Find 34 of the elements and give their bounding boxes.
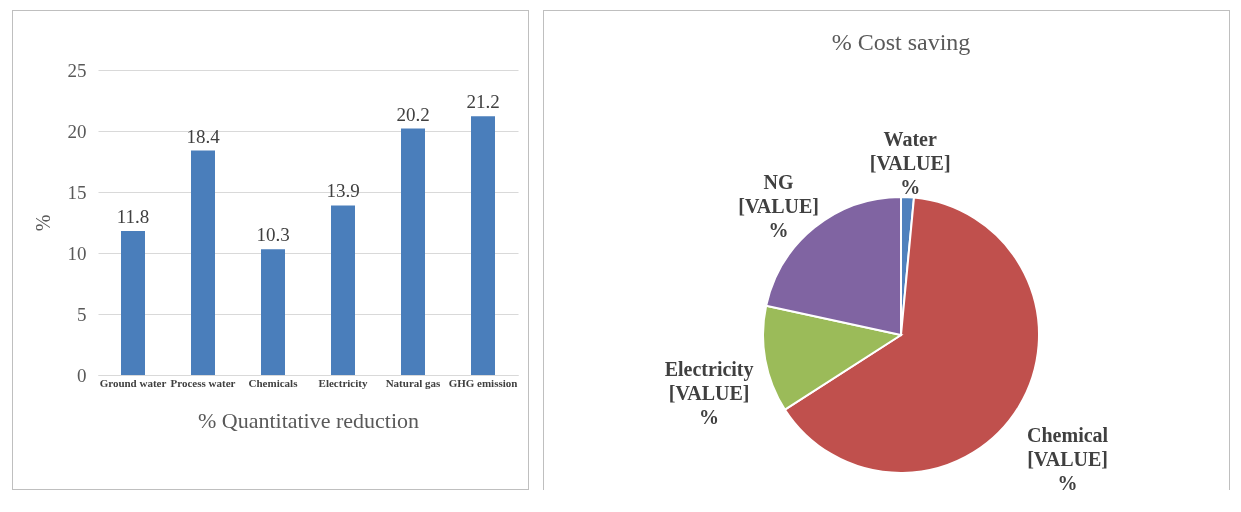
x-tick-label: Chemicals [248,376,299,389]
y-axis-title: % [31,214,54,232]
data-label: [VALUE] % [668,381,750,428]
x-axis-title: % Quantitative reduction [197,407,420,433]
chart-title: % Cost saving [831,29,971,56]
bar [191,150,215,375]
data-label: [VALUE] % [738,195,819,242]
x-tick-label: GHG emission [448,376,518,389]
y-tick-label: 15 [67,181,87,203]
slice-label: Chemical [1027,424,1109,447]
y-tick-label: 20 [67,120,87,142]
y-tick-label: 10 [67,242,87,264]
data-label: 11.8 [116,206,150,228]
x-tick-label: Electricity [318,376,368,389]
data-label: 10.3 [256,224,290,246]
slice-label: NG [763,171,795,194]
x-tick-label: Process water [170,376,236,389]
slice-label: Water [883,128,937,151]
data-label: 18.4 [186,125,221,147]
bar [261,249,285,375]
y-tick-label: 25 [67,59,87,81]
x-tick-label: Ground water [99,376,167,389]
y-tick-label: 5 [77,303,87,325]
bar [121,231,145,375]
data-label: 13.9 [326,180,360,202]
bar [401,128,425,375]
x-tick-label: Natural gas [385,376,442,389]
data-label: 20.2 [396,103,430,125]
bar [331,205,355,375]
y-tick-label: 0 [77,364,87,386]
data-label: [VALUE] % [1027,448,1108,495]
data-label: [VALUE] % [869,152,951,199]
data-label: 21.2 [466,91,500,113]
bar [471,116,495,375]
